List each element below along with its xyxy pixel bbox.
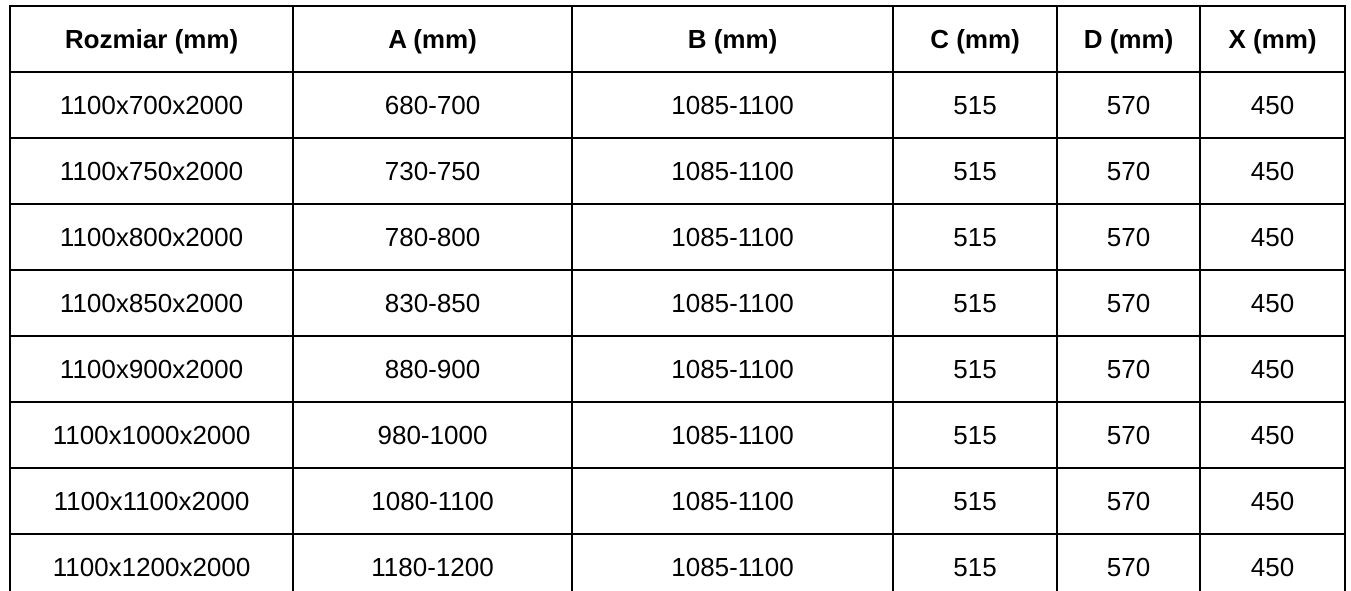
table-cell: 570 <box>1056 137 1201 205</box>
table-cell: 1080-1100 <box>292 467 573 535</box>
table-row: 1100x750x2000 730-750 1085-1100 515 570 450 <box>9 137 1346 205</box>
table-cell: 1085-1100 <box>571 467 894 535</box>
table-cell: 570 <box>1056 203 1201 271</box>
table-cell: 450 <box>1199 269 1346 337</box>
table-cell: 1100x1000x2000 <box>9 401 294 469</box>
table-cell: 1100x800x2000 <box>9 203 294 271</box>
column-header: D (mm) <box>1056 5 1201 73</box>
table-cell: 1100x900x2000 <box>9 335 294 403</box>
table-cell: 570 <box>1056 71 1201 139</box>
table-cell: 1100x1100x2000 <box>9 467 294 535</box>
size-specification-table: Rozmiar (mm) A (mm) B (mm) C (mm) D (mm) X (m… <box>9 5 1346 591</box>
table-cell: 680-700 <box>292 71 573 139</box>
table-cell: 1085-1100 <box>571 401 894 469</box>
table-cell: 450 <box>1199 137 1346 205</box>
table-row: 1100x800x2000 780-800 1085-1100 515 570 450 <box>9 203 1346 271</box>
table-cell: 515 <box>892 269 1058 337</box>
table-cell: 570 <box>1056 401 1201 469</box>
table-row: 1100x1200x2000 1180-1200 1085-1100 515 570 45… <box>9 533 1346 591</box>
table-cell: 515 <box>892 533 1058 591</box>
table-cell: 515 <box>892 335 1058 403</box>
table-row: 1100x850x2000 830-850 1085-1100 515 570 450 <box>9 269 1346 337</box>
table-header-row: Rozmiar (mm) A (mm) B (mm) C (mm) D (mm) X (m… <box>9 5 1346 73</box>
table-cell: 515 <box>892 401 1058 469</box>
table-cell: 1085-1100 <box>571 203 894 271</box>
table-cell: 1085-1100 <box>571 335 894 403</box>
table-cell: 1100x750x2000 <box>9 137 294 205</box>
column-header: Rozmiar (mm) <box>9 5 294 73</box>
column-header: C (mm) <box>892 5 1058 73</box>
table-cell: 1100x850x2000 <box>9 269 294 337</box>
table-cell: 570 <box>1056 269 1201 337</box>
column-header: X (mm) <box>1199 5 1346 73</box>
table-cell: 450 <box>1199 533 1346 591</box>
table-cell: 1085-1100 <box>571 71 894 139</box>
table-cell: 515 <box>892 137 1058 205</box>
table-cell: 1100x700x2000 <box>9 71 294 139</box>
table-header: Rozmiar (mm) A (mm) B (mm) C (mm) D (mm) X (m… <box>9 5 1346 73</box>
table-cell: 570 <box>1056 467 1201 535</box>
table-body: 1100x700x2000 680-700 1085-1100 515 570 450 11… <box>9 71 1346 591</box>
table-cell: 730-750 <box>292 137 573 205</box>
table-cell: 450 <box>1199 467 1346 535</box>
table-cell: 450 <box>1199 401 1346 469</box>
table-cell: 1085-1100 <box>571 137 894 205</box>
table-cell: 1085-1100 <box>571 533 894 591</box>
table-cell: 515 <box>892 203 1058 271</box>
table-cell: 570 <box>1056 335 1201 403</box>
column-header: A (mm) <box>292 5 573 73</box>
table-cell: 570 <box>1056 533 1201 591</box>
table-cell: 515 <box>892 467 1058 535</box>
table-cell: 1100x1200x2000 <box>9 533 294 591</box>
table-row: 1100x900x2000 880-900 1085-1100 515 570 450 <box>9 335 1346 403</box>
table-cell: 450 <box>1199 335 1346 403</box>
table-row: 1100x1100x2000 1080-1100 1085-1100 515 570 45… <box>9 467 1346 535</box>
table-row: 1100x700x2000 680-700 1085-1100 515 570 450 <box>9 71 1346 139</box>
table-cell: 1180-1200 <box>292 533 573 591</box>
table-cell: 880-900 <box>292 335 573 403</box>
table-cell: 980-1000 <box>292 401 573 469</box>
table-cell: 780-800 <box>292 203 573 271</box>
table-cell: 830-850 <box>292 269 573 337</box>
table-row: 1100x1000x2000 980-1000 1085-1100 515 570 450 <box>9 401 1346 469</box>
table-cell: 450 <box>1199 203 1346 271</box>
table-cell: 1085-1100 <box>571 269 894 337</box>
column-header: B (mm) <box>571 5 894 73</box>
table-cell: 515 <box>892 71 1058 139</box>
table-cell: 450 <box>1199 71 1346 139</box>
